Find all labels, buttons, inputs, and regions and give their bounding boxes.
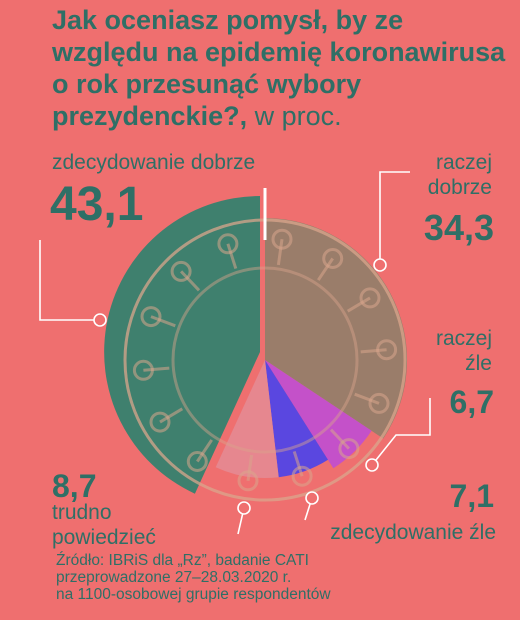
virus-spike	[346, 296, 371, 313]
label-raczej-zle-line2: źle	[465, 352, 492, 375]
virus-spike	[317, 257, 334, 281]
virus-spike	[360, 348, 387, 354]
slice-zdecydowanie-dobrze	[104, 196, 260, 494]
virus-spike-knob	[170, 260, 192, 282]
leader-raczej-zle-line	[371, 398, 431, 466]
virus-spike	[276, 238, 284, 266]
label-trudno-powiedziec-line2: powiedzieć	[52, 526, 156, 549]
source-line-1: Źródło: IBRiS dla „Rz”, badanie CATI	[56, 552, 309, 569]
virus-spike-knob	[271, 228, 293, 250]
virus-spike-knob	[291, 465, 313, 487]
virus-spike-knob	[368, 392, 390, 414]
virus-spike-knob	[359, 287, 381, 309]
virus-spike	[180, 270, 201, 292]
leader-lines	[39, 171, 431, 535]
virus-spike	[159, 407, 184, 424]
virus-spike	[292, 450, 304, 477]
value-raczej-zle: 6,7	[449, 384, 494, 420]
source-line-2: przeprowadzone 27–28.03.2020 r.	[56, 569, 292, 586]
virus-spike	[143, 366, 170, 372]
virus-spike	[354, 392, 380, 405]
virus-spike-knob	[237, 470, 259, 492]
leader-raczej-dobrze-dot	[373, 258, 387, 272]
chart-title-unit: w proc.	[247, 101, 342, 131]
pie-slices	[104, 196, 408, 494]
leader-zdecydowanie-dobrze-dot	[93, 313, 107, 327]
label-raczej-dobrze-line1: raczej	[435, 151, 492, 174]
leader-trudno-powiedziec-dot	[237, 501, 251, 515]
chart-title-question: Jak oceniasz pomysł, by ze względu na ep…	[52, 5, 506, 131]
leader-zdecydowanie-zle-dot	[305, 491, 319, 505]
slice-raczej-dobrze	[265, 217, 408, 439]
value-trudno-powiedziec: 8,7	[52, 468, 97, 504]
label-raczej-zle: raczej źle	[392, 326, 492, 376]
virus-spike-knob	[217, 233, 239, 255]
virus-core	[171, 266, 359, 454]
virus-spike-knob	[186, 451, 208, 472]
value-zdecydowanie-zle: 7,1	[449, 478, 494, 514]
label-zdecydowanie-zle: zdecydowanie źle	[330, 521, 496, 544]
slice-zdecydowanie-zle	[265, 360, 328, 478]
label-raczej-zle-line1: raczej	[435, 327, 492, 350]
label-raczej-dobrze-line2: dobrze	[427, 176, 492, 199]
virus-spike	[246, 454, 254, 482]
value-zdecydowanie-dobrze: 43,1	[50, 178, 144, 231]
slice-trudno-powiedziec	[215, 360, 279, 478]
label-trudno-powiedziec: trudno powiedzieć	[52, 500, 156, 550]
virus-spike-knob	[376, 339, 398, 361]
virus-spike	[329, 428, 350, 450]
virus-spike	[150, 315, 176, 328]
source-line-3: na 1100-osobowej grupie respondentów	[56, 586, 331, 603]
chart-title: Jak oceniasz pomysł, by ze względu na ep…	[52, 4, 512, 132]
virus-spike	[196, 439, 213, 463]
virus-spike-knob	[132, 359, 154, 381]
leader-raczej-zle-dot	[365, 458, 379, 472]
virus-spike-knob	[322, 248, 344, 269]
value-raczej-dobrze: 34,3	[423, 207, 494, 248]
source-note: Źródło: IBRiS dla „Rz”, badanie CATI prz…	[56, 552, 496, 603]
label-trudno-powiedziec-line1: trudno	[52, 501, 112, 524]
leader-zdecydowanie-dobrze-line	[39, 240, 100, 321]
label-zdecydowanie-dobrze: zdecydowanie dobrze	[52, 151, 256, 174]
virus-spike-knob	[140, 306, 162, 328]
label-raczej-dobrze: raczej dobrze	[392, 150, 492, 200]
virus-spike	[226, 243, 238, 270]
virus-spike-knob	[338, 438, 360, 460]
leader-raczej-dobrze-line	[379, 171, 410, 265]
virus-spike-knob	[149, 411, 171, 433]
